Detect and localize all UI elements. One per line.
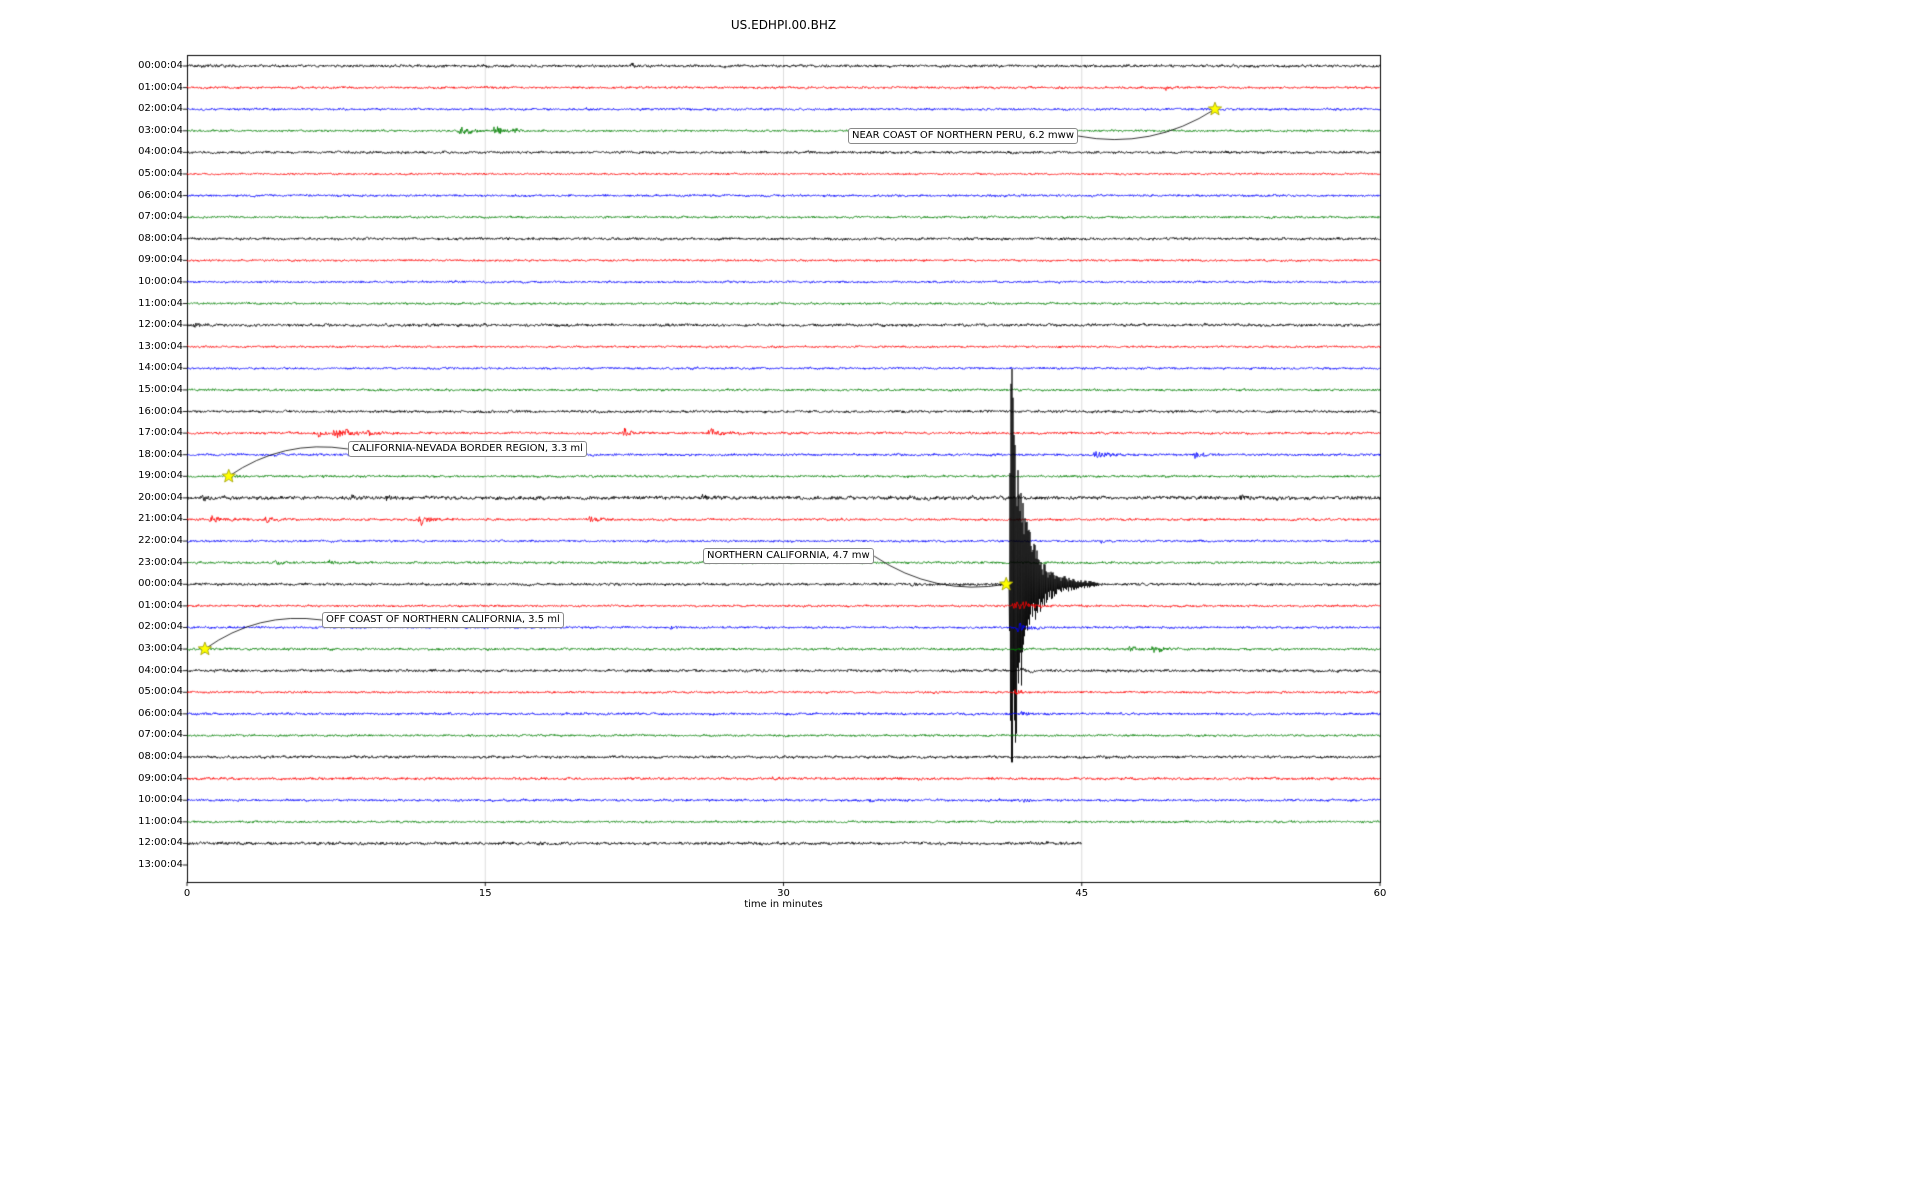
row-time-label: 11:00:04 xyxy=(138,815,183,827)
row-time-label: 04:00:04 xyxy=(138,664,183,676)
row-time-label: 11:00:04 xyxy=(138,297,183,309)
row-time-label: 10:00:04 xyxy=(138,275,183,287)
row-time-label: 09:00:04 xyxy=(138,772,183,784)
row-time-label: 20:00:04 xyxy=(138,491,183,503)
chart-title: US.EDHPI.00.BHZ xyxy=(730,18,837,32)
x-tick-label: 45 xyxy=(1075,888,1089,899)
row-time-label: 05:00:04 xyxy=(138,686,183,698)
event-label: NEAR COAST OF NORTHERN PERU, 6.2 mww xyxy=(848,128,1079,144)
row-time-label: 22:00:04 xyxy=(138,535,183,547)
row-time-label: 01:00:04 xyxy=(138,81,183,93)
event-label: OFF COAST OF NORTHERN CALIFORNIA, 3.5 ml xyxy=(322,612,564,628)
row-time-label: 10:00:04 xyxy=(138,794,183,806)
x-tick-label: 30 xyxy=(777,888,790,899)
event-label: NORTHERN CALIFORNIA, 4.7 mw xyxy=(703,548,874,564)
row-time-label: 01:00:04 xyxy=(138,599,183,611)
row-time-label: 02:00:04 xyxy=(138,103,183,115)
row-time-label: 14:00:04 xyxy=(138,362,183,374)
x-tick-label: 15 xyxy=(478,888,492,899)
row-time-label: 09:00:04 xyxy=(138,254,183,266)
row-time-label: 12:00:04 xyxy=(138,319,183,331)
row-time-label: 05:00:04 xyxy=(138,167,183,179)
row-time-label: 12:00:04 xyxy=(138,837,183,849)
event-label: CALIFORNIA-NEVADA BORDER REGION, 3.3 ml xyxy=(348,441,587,457)
row-time-label: 08:00:04 xyxy=(138,232,183,244)
row-time-label: 00:00:04 xyxy=(138,60,183,71)
row-time-label: 07:00:04 xyxy=(138,211,183,223)
row-time-label: 23:00:04 xyxy=(138,556,183,568)
row-time-label: 06:00:04 xyxy=(138,707,183,719)
row-time-label: 13:00:04 xyxy=(138,340,183,352)
row-time-label: 21:00:04 xyxy=(138,513,183,525)
x-tick-label: 0 xyxy=(183,888,191,899)
row-time-label: 15:00:04 xyxy=(138,383,183,395)
row-time-label: 00:00:04 xyxy=(138,578,183,590)
row-time-label: 13:00:04 xyxy=(138,859,183,870)
row-time-label: 04:00:04 xyxy=(138,146,183,158)
row-time-label: 18:00:04 xyxy=(138,448,183,460)
x-axis-label: time in minutes xyxy=(744,899,823,910)
row-time-label: 19:00:04 xyxy=(138,470,183,482)
row-time-label: 02:00:04 xyxy=(138,621,183,633)
row-time-label: 17:00:04 xyxy=(138,427,183,439)
row-time-label: 16:00:04 xyxy=(138,405,183,417)
row-time-label: 07:00:04 xyxy=(138,729,183,741)
row-time-label: 06:00:04 xyxy=(138,189,183,201)
row-time-label: 03:00:04 xyxy=(138,124,183,136)
x-tick-label: 60 xyxy=(1373,888,1387,899)
row-time-label: 08:00:04 xyxy=(138,751,183,763)
row-time-label: 03:00:04 xyxy=(138,643,183,655)
